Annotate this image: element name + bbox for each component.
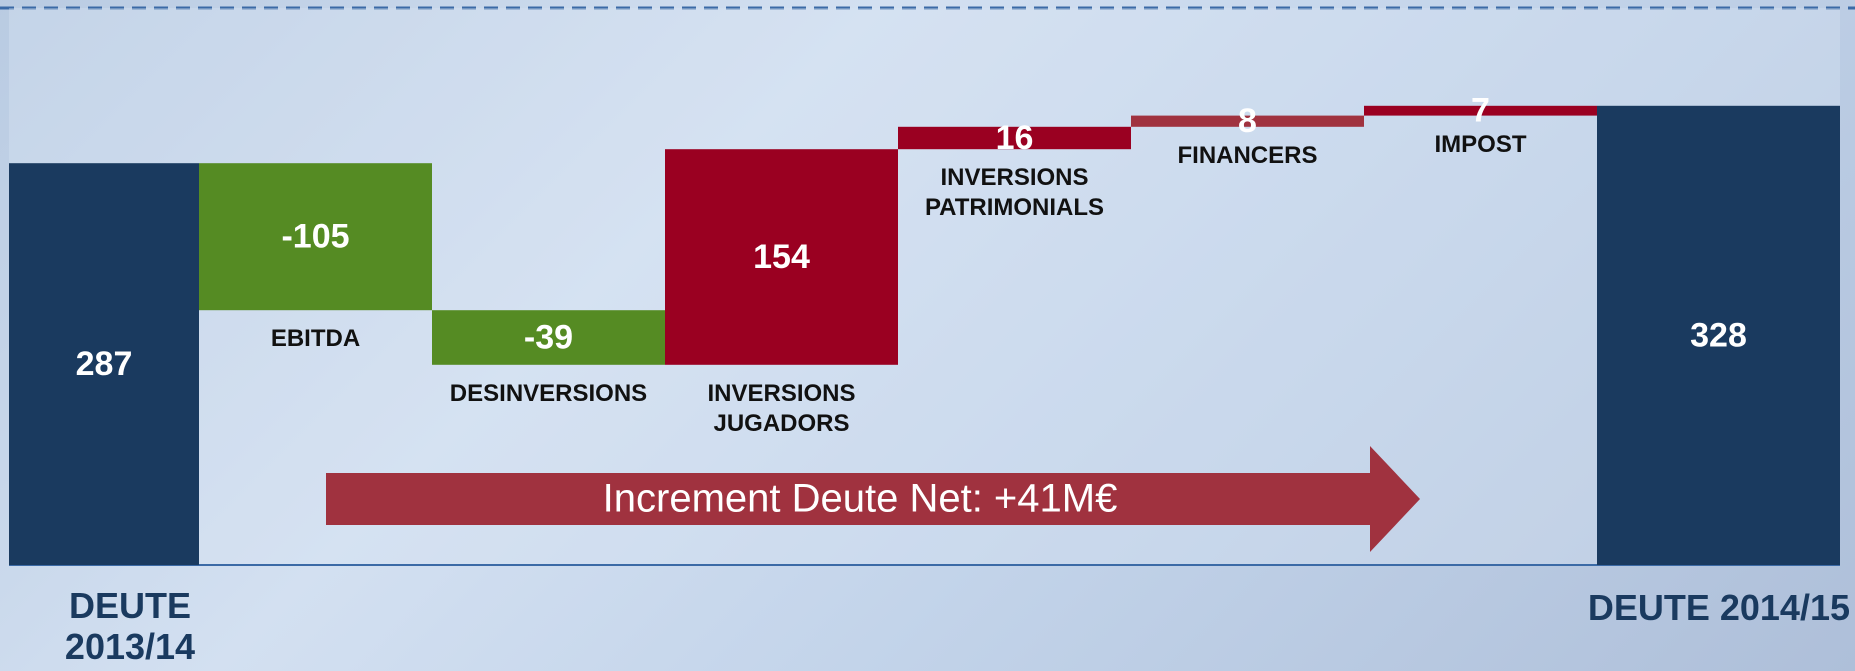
category-label: EBITDA	[270, 325, 361, 353]
value-label: 7	[1471, 92, 1490, 130]
bar	[432, 310, 665, 365]
category-label: INVERSIONS PATRIMONIALS	[924, 164, 1105, 222]
value-label: -39	[524, 318, 573, 356]
value-label: 328	[1690, 316, 1747, 354]
bar	[1364, 105, 1597, 116]
category-label: FINANCERS	[1177, 141, 1318, 169]
category-label: IMPOST	[1434, 130, 1527, 158]
annotation: Increment Deute Net: +41M€	[603, 477, 1118, 521]
bar	[665, 149, 898, 365]
value-label: 154	[753, 238, 810, 276]
value-label: -105	[281, 218, 349, 256]
category-label: DEUTE 2014/15	[1587, 587, 1850, 628]
bar	[9, 163, 199, 565]
value-label: 16	[996, 119, 1034, 157]
category-label: DESINVERSIONS	[449, 379, 648, 407]
bar	[1597, 105, 1840, 566]
arrow	[326, 446, 1420, 552]
bar	[898, 126, 1131, 150]
category-label: INVERSIONS JUGADORS	[707, 379, 856, 437]
bar	[199, 163, 432, 311]
value-label: 287	[76, 345, 133, 383]
value-label: 8	[1238, 102, 1257, 140]
category-label: DEUTE 2013/14	[64, 585, 196, 668]
bar	[1131, 115, 1364, 127]
